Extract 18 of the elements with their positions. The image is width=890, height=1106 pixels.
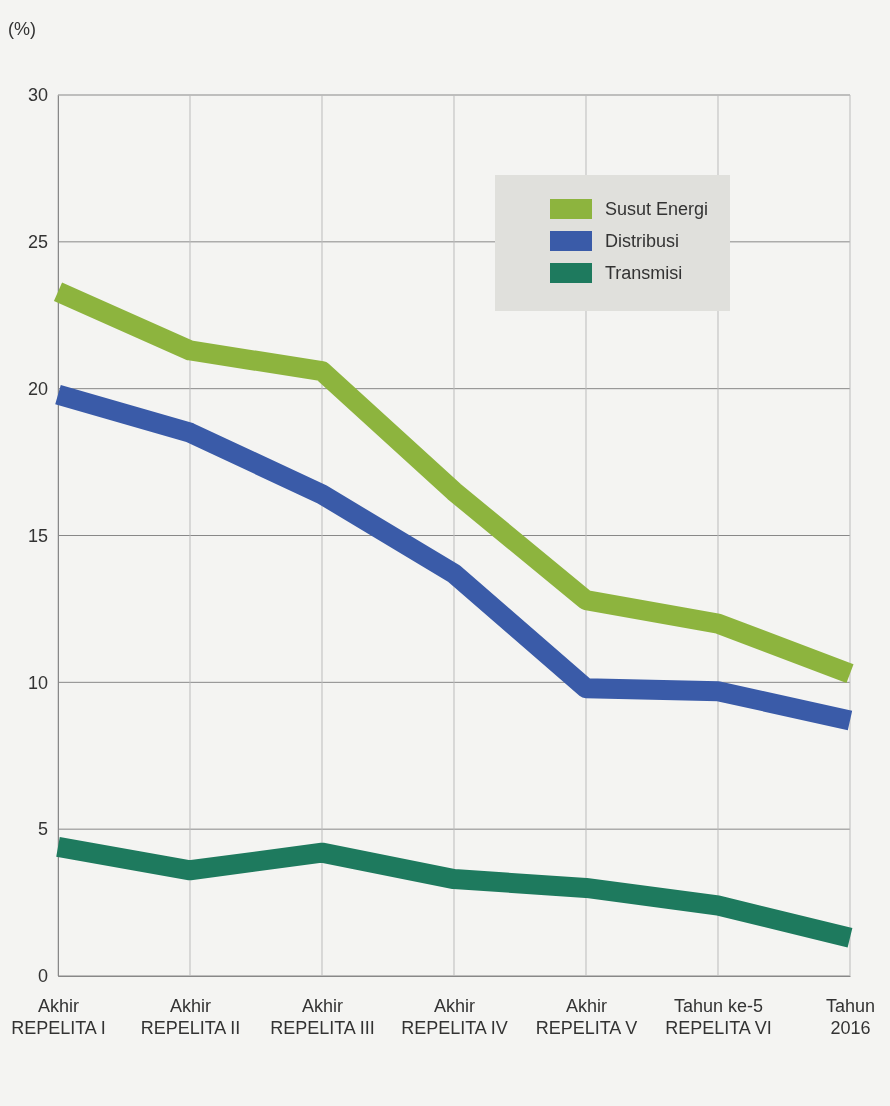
x-tick-label: Tahun 2016 — [825, 996, 876, 1038]
x-tick-label: Akhir REPELITA III — [270, 996, 375, 1038]
x-tick-label: Akhir REPELITA IV — [401, 996, 508, 1038]
y-tick-label: 25 — [27, 232, 48, 253]
legend-label: Transmisi — [605, 263, 683, 283]
y-axis-title: (%) — [8, 19, 36, 39]
y-tick-label: 30 — [27, 85, 48, 106]
x-tick-label: Akhir REPELITA I — [11, 996, 106, 1038]
x-tick-label: Akhir REPELITA II — [140, 996, 241, 1038]
y-tick-label: 5 — [37, 819, 48, 840]
legend-label: Distribusi — [605, 231, 680, 251]
x-tick-label: Tahun ke-5 REPELITA VI — [665, 996, 772, 1038]
x-tick-label: Akhir REPELITA V — [535, 996, 638, 1038]
legend-label: Susut Energi — [605, 199, 709, 219]
y-tick-label: 0 — [37, 966, 48, 987]
y-tick-label: 20 — [27, 378, 48, 399]
y-tick-label: 15 — [27, 525, 48, 546]
y-tick-label: 10 — [27, 672, 48, 693]
